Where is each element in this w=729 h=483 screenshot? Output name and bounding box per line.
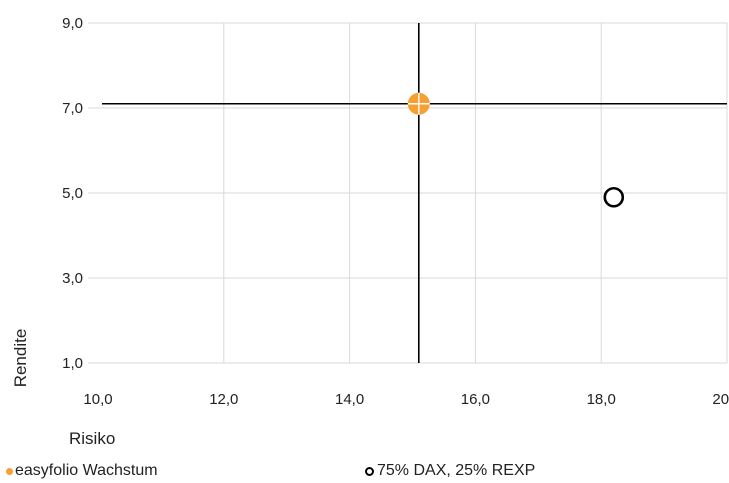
x-axis-label: Risiko [69,429,115,448]
x-tick-label: 20,0 [712,391,729,408]
grid-lines [88,22,728,364]
legend-marker-dax-rexp [365,466,374,476]
legend-marker-easyfolio [6,467,13,475]
x-tick-label: 18,0 [587,391,616,408]
y-axis-label: Rendite [11,329,30,388]
legend-item-dax-rexp: 75% DAX, 25% REXP [365,462,535,480]
y-tick-label: 7,0 [62,100,83,117]
x-tick-label: 14,0 [335,391,364,408]
x-tick-label: 16,0 [461,391,490,408]
legend-label-dax-rexp: 75% DAX, 25% REXP [377,462,536,479]
y-tick-label: 5,0 [62,185,83,202]
data-points [407,92,625,208]
x-tick-label: 10,0 [83,391,112,408]
data-point-dax-rexp [603,186,625,208]
y-tick-label: 1,0 [62,355,83,372]
y-tick-label: 9,0 [62,15,83,32]
y-tick-labels: 1,0 3,0 5,0 7,0 9,0 [62,15,83,372]
legend-item-easyfolio: easyfolio Wachstum [6,462,158,480]
x-tick-labels: 10,0 12,0 14,0 16,0 18,0 20,0 [83,391,729,408]
x-tick-label: 12,0 [209,391,238,408]
legend-label-easyfolio: easyfolio Wachstum [15,462,158,479]
y-tick-label: 3,0 [62,270,83,287]
